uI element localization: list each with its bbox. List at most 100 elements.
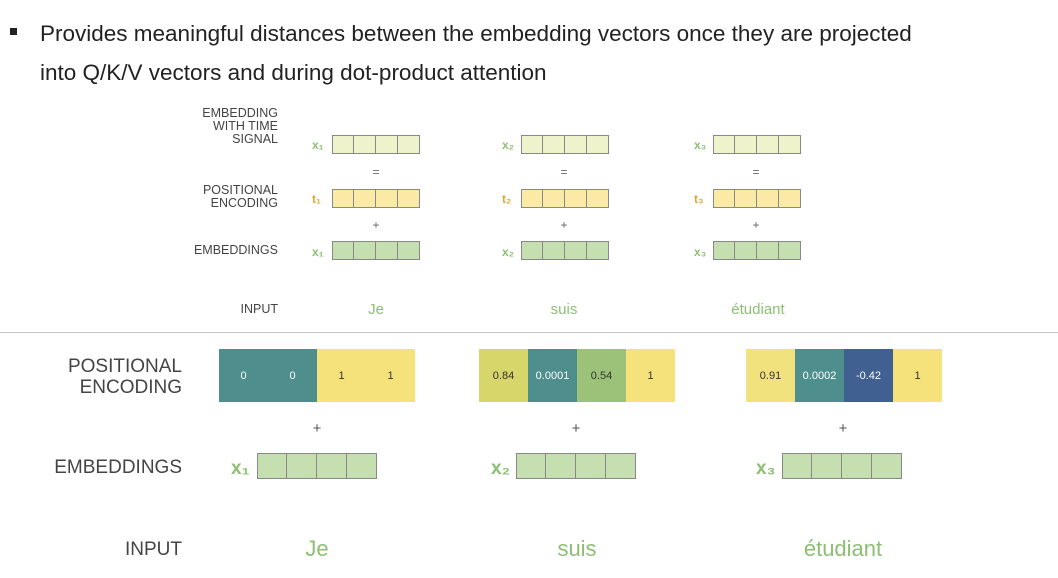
vector-positional-1 — [332, 189, 420, 208]
vector-cell — [757, 189, 779, 208]
label-input: INPUT — [125, 539, 182, 560]
pe-cell: 0 — [219, 349, 268, 402]
vector-cell — [332, 189, 354, 208]
pe-cell: 1 — [366, 349, 415, 402]
symbol-x1: x₁ — [231, 458, 250, 479]
vector-cell — [521, 135, 543, 154]
vector-cell — [287, 453, 317, 479]
vector-cell — [606, 453, 636, 479]
vector-time-signal-2 — [521, 135, 609, 154]
bullet-text: Provides meaningful distances between th… — [40, 14, 1050, 92]
vector-cell — [713, 241, 735, 260]
vector-cell — [779, 135, 801, 154]
symbol-x1-time: x₁ — [312, 138, 324, 152]
label-embedding-with-time-signal: EMBEDDING WITH TIME SIGNAL — [168, 107, 278, 146]
vector-cell — [332, 241, 354, 260]
vector-cell — [516, 453, 546, 479]
embedding-vector-3 — [782, 453, 902, 479]
symbol-x3-emb: x₃ — [694, 245, 707, 259]
vector-cell — [576, 453, 606, 479]
bullet-square-icon — [10, 28, 17, 35]
vector-embedding-3 — [713, 241, 801, 260]
vector-cell — [376, 241, 398, 260]
vector-cell — [779, 189, 801, 208]
vector-embedding-2 — [521, 241, 609, 260]
pe-cell: 1 — [317, 349, 366, 402]
vector-cell — [735, 241, 757, 260]
symbol-t3: t₃ — [694, 192, 704, 206]
pe-cell: 1 — [626, 349, 675, 402]
vector-cell — [713, 189, 735, 208]
vector-cell — [332, 135, 354, 154]
pe-vector-2: 0.84 0.0001 0.54 1 — [479, 349, 675, 402]
vector-cell — [812, 453, 842, 479]
vector-cell — [354, 189, 376, 208]
plus-sign: + — [312, 420, 322, 437]
pe-cell: 0.91 — [746, 349, 795, 402]
vector-cell — [735, 135, 757, 154]
pe-cell: 1 — [893, 349, 942, 402]
equals-sign: = — [560, 165, 568, 179]
pe-cell: -0.42 — [844, 349, 893, 402]
vector-cell — [842, 453, 872, 479]
vector-cell — [565, 189, 587, 208]
pe-cell: 0.0002 — [795, 349, 844, 402]
label-line: POSITIONAL — [67, 356, 182, 377]
bullet-line-1: Provides meaningful distances between th… — [40, 21, 912, 46]
bullet-line-2: into Q/K/V vectors and during dot-produc… — [40, 60, 547, 85]
symbol-x3: x₃ — [756, 458, 776, 479]
label-line: SIGNAL — [232, 132, 278, 146]
pe-cell: 0.84 — [479, 349, 528, 402]
vector-time-signal-3 — [713, 135, 801, 154]
pe-cell: 0.54 — [577, 349, 626, 402]
plus-sign: + — [838, 420, 848, 437]
symbol-t2: t₂ — [502, 192, 512, 206]
label-embeddings: EMBEDDINGS — [54, 457, 182, 478]
vector-cell — [398, 241, 420, 260]
vector-embedding-1 — [332, 241, 420, 260]
vector-cell — [543, 241, 565, 260]
label-line: ENCODING — [210, 196, 278, 210]
label-positional-encoding: POSITIONAL ENCODING — [12, 356, 182, 398]
vector-cell — [398, 189, 420, 208]
symbol-t1: t₁ — [312, 192, 321, 206]
vector-cell — [782, 453, 812, 479]
vector-cell — [317, 453, 347, 479]
plus-sign: + — [560, 218, 568, 232]
input-word-small-3: étudiant — [731, 301, 785, 318]
vector-cell — [398, 135, 420, 154]
vector-cell — [543, 189, 565, 208]
vector-positional-2 — [521, 189, 609, 208]
embedding-vector-2 — [516, 453, 636, 479]
input-word-3: étudiant — [803, 536, 883, 561]
plus-sign: + — [372, 218, 380, 232]
vector-cell — [376, 189, 398, 208]
label-line: EMBEDDING — [202, 106, 278, 120]
vector-cell — [257, 453, 287, 479]
symbol-x1-emb: x₁ — [312, 245, 324, 259]
label-input-small: INPUT — [240, 302, 279, 316]
vector-cell — [713, 135, 735, 154]
vector-cell — [587, 189, 609, 208]
label-line: POSITIONAL — [202, 183, 278, 197]
vector-cell — [546, 453, 576, 479]
embedding-vector-1 — [257, 453, 377, 479]
vector-cell — [757, 241, 779, 260]
plus-sign: + — [571, 420, 581, 437]
label-positional-encoding-small: POSITIONAL ENCODING — [168, 184, 278, 210]
vector-cell — [354, 135, 376, 154]
vector-cell — [347, 453, 377, 479]
pe-vector-1: 0 0 1 1 — [219, 349, 415, 402]
label-embeddings-small: EMBEDDINGS — [193, 243, 278, 257]
vector-positional-3 — [713, 189, 801, 208]
pe-vector-3: 0.91 0.0002 -0.42 1 — [746, 349, 942, 402]
input-word-1: Je — [305, 536, 329, 561]
equals-sign: = — [752, 165, 760, 179]
vector-cell — [872, 453, 902, 479]
vector-cell — [779, 241, 801, 260]
vector-cell — [757, 135, 779, 154]
symbol-x2-emb: x₂ — [502, 245, 515, 259]
label-line: WITH TIME — [212, 119, 278, 133]
vector-time-signal-1 — [332, 135, 420, 154]
equals-sign: = — [372, 165, 380, 179]
